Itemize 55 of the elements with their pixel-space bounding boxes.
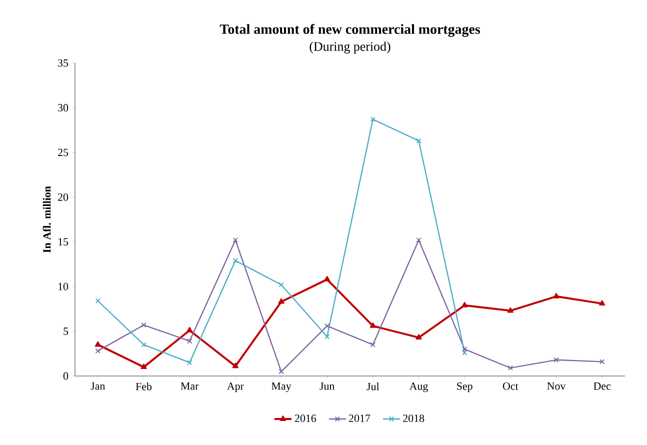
x-tick-label: Jan [90,382,106,390]
point [370,322,376,328]
point [278,298,284,304]
point [232,237,238,243]
x-tick-label: Oct [502,382,518,390]
point [141,322,146,328]
y-tick-label: 20 [58,193,68,201]
y-tick-label: 10 [58,282,68,290]
point [416,334,422,340]
point [324,276,330,282]
point [462,346,468,352]
chart-subtitle: (During period) [310,42,390,54]
point [278,282,284,288]
x-tick-label: Mar [180,382,199,390]
point [462,302,468,308]
point [599,300,606,306]
point [186,360,192,366]
x-tick-label: Nov [547,382,566,390]
chart-title: Total amount of new commercial mortgages [220,24,480,37]
point [370,342,376,348]
legend-label: 2016 [294,414,316,422]
point [416,138,422,144]
point [416,237,422,243]
x-tick-label: Aug [409,382,428,392]
point [186,326,193,332]
y-tick-label: 25 [58,148,68,156]
x-tick-label: Apr [227,382,244,392]
point [508,365,514,371]
x-tick-label: Sep [457,382,472,392]
point [507,307,514,313]
point [140,364,147,370]
point [232,258,238,264]
x-tick-label: Dec [594,382,611,390]
point [554,357,559,363]
point [278,368,284,374]
x-tick-label: May [272,382,292,392]
x-tick-label: Jun [320,382,335,390]
point [324,334,330,340]
y-tick-label: 15 [58,238,68,246]
point [141,342,146,348]
point [324,323,330,329]
legend-label: 2018 [403,414,424,422]
point [370,116,376,122]
y-tick-label: 5 [64,328,68,335]
y-tick-label: 30 [58,104,68,112]
point [232,362,239,368]
x-tick-label: Feb [136,382,152,390]
x-tick-label: Jul [366,382,380,390]
point [94,341,102,347]
point [186,338,192,344]
point [553,292,560,298]
legend-label: 2017 [349,414,370,422]
y-tick-label: 35 [58,59,68,67]
y-tick-label: 0 [63,372,68,380]
y-axis-title: In Afl. million [42,186,51,253]
